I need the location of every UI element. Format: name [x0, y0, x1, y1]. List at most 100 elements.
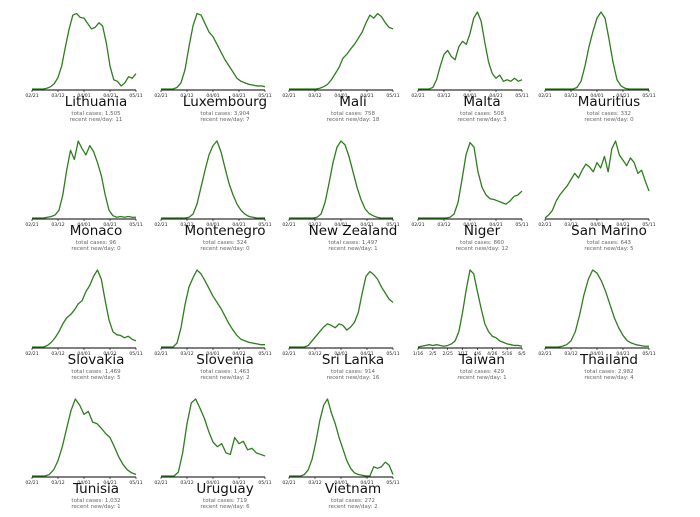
country-title: Mali — [339, 94, 367, 110]
x-tick-label: 04/21 — [616, 351, 629, 357]
x-tick-label: 1/16 — [413, 351, 423, 357]
series-line — [544, 140, 650, 219]
x-tick-label: 05/11 — [386, 93, 399, 99]
x-tick-label: 02/21 — [538, 351, 551, 357]
x-tick-label: 02/21 — [25, 222, 38, 228]
series-line — [289, 270, 394, 348]
recent-new-per-day-label: recent new/day: 2 — [328, 504, 378, 510]
x-tick-label: 03/12 — [437, 222, 450, 228]
x-tick-label: 04/01 — [206, 351, 219, 357]
x-tick-label: 4/26 — [487, 351, 497, 357]
chart-panel: 02/21 03/12 04/01 04/21 05/11 Uruguay total ca… — [154, 389, 289, 517]
series-line — [161, 12, 266, 90]
recent-new-per-day-label: recent new/day: 3 — [457, 117, 507, 123]
x-tick-label: 04/21 — [616, 222, 629, 228]
country-title: Montenegro — [184, 223, 266, 239]
chart-panel: 02/21 03/12 04/01 04/21 05/11 Sri Lanka total … — [282, 260, 417, 388]
series-line — [161, 140, 265, 219]
x-tick-label: 03/12 — [308, 480, 321, 486]
chart-svg: 02/21 03/12 04/01 04/21 05/11 — [282, 140, 400, 228]
total-cases-label: total cases: 1,497 — [328, 240, 378, 246]
series-line — [161, 269, 265, 348]
chart-svg: 02/21 03/12 04/01 04/21 05/11 — [411, 11, 529, 99]
x-tick-label: 05/11 — [258, 480, 271, 486]
recent-new-per-day-label: recent new/day: 1 — [457, 375, 507, 381]
x-tick-label: 04/01 — [77, 480, 90, 486]
x-tick-label: 04/21 — [360, 480, 373, 486]
x-tick-label: 04/01 — [590, 351, 603, 357]
x-tick-label: 03/12 — [180, 93, 193, 99]
x-tick-label: 03/12 — [51, 480, 64, 486]
x-tick-label: 02/21 — [282, 351, 295, 357]
x-tick-label: 04/21 — [616, 93, 629, 99]
chart-svg: 02/21 03/12 04/01 04/21 05/11 — [25, 12, 143, 99]
chart-svg: 02/21 03/12 04/01 04/21 05/11 — [411, 141, 529, 228]
x-tick-label: 04/21 — [360, 93, 373, 99]
country-title: San Marino — [571, 223, 647, 239]
x-tick-label: 03/12 — [51, 222, 64, 228]
x-tick-label: 03/12 — [564, 93, 577, 99]
x-tick-label: 02/21 — [282, 480, 295, 486]
series-line — [32, 269, 137, 348]
x-tick-label: 04/01 — [206, 222, 219, 228]
total-cases-label: total cases: 429 — [460, 369, 504, 375]
x-tick-label: 04/21 — [489, 93, 502, 99]
x-tick-label: 04/01 — [590, 93, 603, 99]
x-tick-label: 02/21 — [282, 93, 295, 99]
country-title: Vietnam — [324, 481, 382, 497]
x-tick-label: 05/11 — [515, 93, 528, 99]
total-cases-label: total cases: 1,463 — [200, 369, 250, 375]
x-tick-label: 03/12 — [180, 351, 193, 357]
total-cases-label: total cases: 324 — [203, 240, 247, 246]
x-tick-label: 04/01 — [334, 351, 347, 357]
x-tick-label: 05/11 — [129, 351, 142, 357]
x-tick-label: 5/16 — [502, 351, 512, 357]
x-tick-label: 03/12 — [51, 351, 64, 357]
x-tick-label: 05/11 — [642, 93, 655, 99]
x-tick-label: 02/21 — [25, 480, 38, 486]
x-tick-label: 02/21 — [538, 222, 551, 228]
chart-panel: 02/21 03/12 04/01 04/21 05/11 Niger total case… — [411, 131, 546, 259]
recent-new-per-day-label: recent new/day: 2 — [200, 375, 250, 381]
x-tick-label: 02/21 — [538, 93, 551, 99]
x-tick-label: 03/12 — [564, 222, 577, 228]
x-tick-label: 04/21 — [360, 351, 373, 357]
x-tick-label: 03/12 — [564, 351, 577, 357]
chart-svg: 02/21 03/12 04/01 04/21 05/11 — [154, 398, 272, 486]
x-tick-label: 04/21 — [232, 480, 245, 486]
x-tick-label: 04/01 — [77, 351, 90, 357]
chart-svg: 1/16 2/5 2/25 3/17 4/6 4/26 5/16 6/5 — [413, 269, 526, 357]
total-cases-label: total cases: 1,505 — [71, 111, 121, 117]
recent-new-per-day-label: recent new/day: 5 — [71, 375, 121, 381]
x-tick-label: 05/11 — [258, 351, 271, 357]
chart-svg: 02/21 03/12 04/01 04/21 05/11 — [282, 270, 400, 357]
x-tick-label: 02/21 — [154, 351, 167, 357]
country-title: Malta — [463, 94, 501, 110]
total-cases-label: total cases: 2,982 — [584, 369, 634, 375]
x-tick-label: 05/11 — [129, 93, 142, 99]
x-tick-label: 04/21 — [232, 93, 245, 99]
x-tick-label: 04/01 — [77, 222, 90, 228]
chart-panel: 02/21 03/12 04/01 04/21 05/11 Thailand total c… — [538, 260, 673, 388]
x-tick-label: 04/01 — [463, 93, 476, 99]
chart-panel: 02/21 03/12 04/01 04/21 05/11 Tunisia total ca… — [25, 389, 160, 517]
chart-svg: 02/21 03/12 04/01 04/21 05/11 — [538, 11, 656, 99]
x-tick-label: 05/11 — [386, 351, 399, 357]
x-tick-label: 04/21 — [103, 93, 116, 99]
series-line — [289, 398, 394, 477]
chart-svg: 02/21 03/12 04/01 04/21 05/11 — [25, 140, 143, 228]
chart-panel: 02/21 03/12 04/01 04/21 05/11 Lithuania total … — [25, 2, 160, 130]
chart-panel: 02/21 03/12 04/01 04/21 05/11 New Zealand tota… — [282, 131, 417, 259]
x-tick-label: 2/5 — [429, 351, 436, 357]
total-cases-label: total cases: 758 — [331, 111, 375, 117]
x-tick-label: 03/12 — [308, 351, 321, 357]
country-title: Sri Lanka — [321, 352, 385, 368]
x-tick-label: 04/21 — [489, 222, 502, 228]
chart-svg: 02/21 03/12 04/01 04/21 05/11 — [154, 12, 272, 99]
chart-panel: 02/21 03/12 04/01 04/21 05/11 Mali total cases… — [282, 2, 417, 130]
x-tick-label: 05/11 — [258, 93, 271, 99]
total-cases-label: total cases: 96 — [75, 240, 117, 246]
series-line — [417, 269, 523, 348]
series-line — [545, 11, 649, 90]
x-tick-label: 04/01 — [206, 93, 219, 99]
